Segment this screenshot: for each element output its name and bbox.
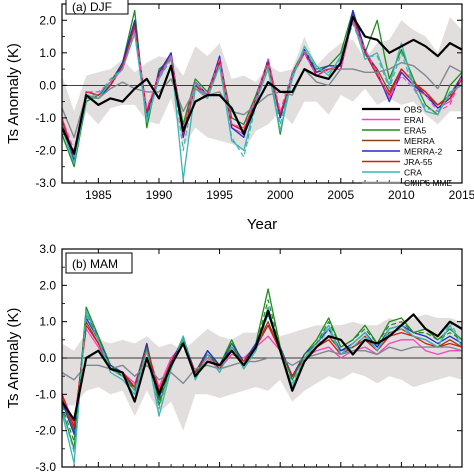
x-tick-label: 1985 (85, 188, 112, 202)
x-tick-label: 1990 (146, 188, 173, 202)
y-tick-label: 0.0 (39, 78, 56, 92)
series-line-cmip6-mme (62, 346, 462, 385)
series-line-obs (62, 309, 462, 421)
x-tick-label: 2005 (327, 188, 354, 202)
panel-label: (a) DJF (72, 0, 112, 14)
panel-label-box (65, 252, 133, 274)
series-line-dashed-9 (62, 22, 462, 158)
x-tick-label: 1990 (146, 472, 173, 474)
y-tick-label: -1.0 (35, 111, 56, 125)
legend-label: ERAI (404, 115, 424, 125)
x-tick-label: 2010 (388, 188, 415, 202)
y-tick-label: -3.0 (35, 460, 56, 474)
panel-mam: -3.0 -2.0 -1.0 0.0 1.0 2.0 3.0 1985 1990 1995 2000… (5, 242, 474, 474)
x-tick-label: 2000 (267, 472, 294, 474)
panel-djf: -3.0 -2.0 -1.0 0.0 1.0 2.0 1985 1990 1995 2000 200… (5, 0, 474, 233)
legend-label: MERRA (404, 136, 435, 146)
y-axis-label: Ts Anomaly (K) (5, 308, 22, 409)
y-tick-label: -2.0 (35, 143, 56, 157)
y-tick-label: -2.0 (35, 424, 56, 438)
y-tick-label: -1.0 (35, 387, 56, 401)
plot-area (62, 288, 462, 465)
x-tick-label: 2015 (449, 188, 474, 202)
legend-label: CMIP6 MME (404, 178, 453, 188)
legend-label: ERA5 (404, 126, 426, 136)
y-tick-label: 3.0 (39, 242, 56, 256)
y-axis-label: Ts Anomaly (K) (5, 43, 22, 144)
series-line-jra-55 (62, 324, 462, 428)
x-tick-label: 2005 (327, 472, 354, 474)
plot-frame (61, 3, 463, 184)
x-tick-label: 2010 (388, 472, 415, 474)
x-axis-label: Year (247, 216, 277, 233)
panel-label: (b) MAM (72, 257, 118, 271)
panel-label-box (65, 0, 129, 15)
legend-label: CRA (404, 168, 422, 178)
y-tick-label: 1.0 (39, 315, 56, 329)
y-tick-label: 0.0 (39, 351, 56, 365)
x-tick-label: 2015 (449, 472, 474, 474)
x-tick-label: 2000 (267, 188, 294, 202)
y-tick-label: 2.0 (39, 278, 56, 292)
series-line-obs (62, 15, 462, 155)
y-tick-label: 2.0 (39, 13, 56, 27)
x-tick-label: 1995 (206, 472, 233, 474)
x-tick-label: 1995 (206, 188, 233, 202)
y-tick-label: 1.0 (39, 46, 56, 60)
legend-label: JRA-55 (404, 157, 433, 167)
series-line-cmip6-mme (62, 61, 462, 139)
series-line-dashed-8 (62, 19, 462, 152)
plot-area (62, 9, 462, 181)
legend-label: OBS (404, 105, 422, 115)
x-tick-label: 1985 (85, 472, 112, 474)
legend-label: MERRA-2 (404, 147, 443, 157)
series-line-dashed-9 (62, 313, 462, 454)
y-tick-label: -3.0 (35, 176, 56, 190)
series-line-erai (62, 328, 462, 425)
